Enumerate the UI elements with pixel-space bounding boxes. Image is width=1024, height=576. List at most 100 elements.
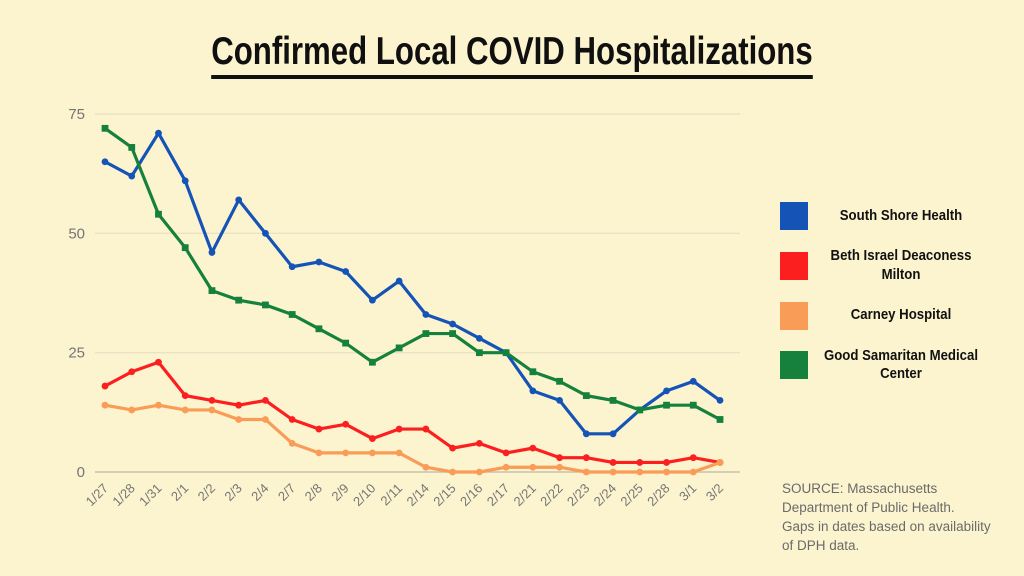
x-axis-tick-label: 2/21 [510,481,539,507]
data-point-marker [449,320,457,328]
data-point-marker [235,296,243,304]
data-point-marker [475,468,483,476]
x-axis-tick-label: 2/7 [275,481,298,504]
data-point-marker [155,210,162,218]
data-point-marker [181,406,189,414]
y-axis-tick-label: 25 [68,345,85,362]
data-point-marker [636,406,644,414]
data-point-marker [689,454,697,462]
data-point-marker [315,449,323,457]
data-point-marker [288,439,296,447]
data-point-marker [155,401,162,409]
x-axis-tick-label: 2/4 [248,481,271,504]
x-axis-tick-label: 2/17 [484,481,513,507]
data-point-marker [128,406,136,414]
data-point-marker [262,229,269,237]
x-axis-tick-label: 2/22 [537,481,566,507]
source-note: SOURCE: Massachusetts Department of Publ… [782,480,1002,556]
data-point-marker [315,425,323,433]
series-line-3 [103,126,722,422]
legend-item-good-samaritan-medical-center: Good Samaritan Medical Center [780,347,994,385]
data-point-marker [716,459,724,466]
data-point-marker [475,334,483,342]
data-point-marker [342,420,350,428]
legend-item-carney-hospital: Carney Hospital [780,301,994,330]
data-point-marker [262,397,269,404]
data-point-marker [342,449,350,457]
x-axis-tick-label: 3/2 [703,481,726,504]
y-axis-tick-label: 50 [68,225,85,242]
data-point-marker [663,459,670,466]
data-point-marker [342,268,350,275]
x-axis-tick-label: 2/3 [221,481,244,504]
data-point-marker [235,401,243,409]
data-point-marker [475,349,483,357]
data-point-marker [395,425,403,433]
data-point-marker [288,311,296,318]
data-point-marker [529,387,537,395]
data-point-marker [636,468,644,476]
data-point-marker [582,468,590,476]
x-axis-tick-label: 1/28 [109,481,138,507]
x-axis-tick-label: 1/27 [83,481,112,507]
data-point-marker [208,249,216,256]
y-axis-tick-label: 75 [68,106,85,123]
data-point-marker [155,358,162,366]
legend-label: Good Samaritan Medical Center [823,346,979,383]
data-point-marker [449,330,457,337]
legend-item-south-shore-health: South Shore Health [780,202,994,230]
data-point-marker [422,425,430,433]
data-point-marker [422,311,430,318]
data-point-marker [582,454,590,462]
data-point-marker [369,449,376,457]
legend-swatch-icon [780,202,808,230]
legend-item-beth-israel-deaconess-milton: Beth Israel Deaconess Milton [780,247,994,285]
x-axis-tick-label: 2/23 [564,481,593,507]
data-point-marker [395,277,403,285]
data-point-marker [288,263,296,271]
data-point-marker [395,344,403,352]
data-point-marker [288,416,296,423]
data-point-marker [235,416,243,423]
data-point-marker [502,349,510,357]
data-point-marker [636,459,644,466]
data-point-marker [369,435,376,442]
data-point-marker [449,444,457,452]
series-line-1 [103,360,722,465]
data-point-marker [582,430,590,438]
data-point-marker [128,172,136,180]
x-axis-tick-label: 2/28 [644,481,673,507]
x-axis-tick-label: 2/16 [457,481,486,507]
data-point-marker [208,397,216,404]
data-point-marker [609,468,617,476]
data-point-marker [529,368,537,376]
data-point-marker [716,397,724,404]
data-point-marker [556,377,563,385]
x-axis-tick-label: 2/10 [350,481,379,507]
data-point-marker [101,124,109,132]
data-point-marker [663,401,670,409]
source-line: SOURCE: Massachusetts [782,481,938,496]
source-line: Department of Public Health. [782,499,955,515]
data-point-marker [128,368,136,376]
line-chart-svg: 0 25 50 75 1/271/281/31 2/1 2/2 2/3 2/4 2/7 2/8 2/9… [68,106,740,507]
legend-swatch-icon [780,251,808,280]
data-point-marker [502,449,510,457]
data-point-marker [101,401,109,409]
data-point-marker [369,358,376,366]
data-point-marker [101,382,109,390]
data-point-marker [181,244,189,252]
data-point-marker [208,287,216,295]
data-point-marker [449,468,457,476]
source-line: Gaps in dates based on availability [782,518,991,534]
legend-label: Carney Hospital [850,306,952,324]
title-wrap: Confirmed Local COVID Hospitalizations [0,30,1024,79]
data-point-marker [609,459,617,466]
data-point-marker [556,454,563,462]
legend-label: South Shore Health [839,206,963,224]
data-point-marker [689,401,697,409]
data-point-marker [181,392,189,400]
data-point-marker [369,296,376,304]
data-point-marker [689,377,697,385]
